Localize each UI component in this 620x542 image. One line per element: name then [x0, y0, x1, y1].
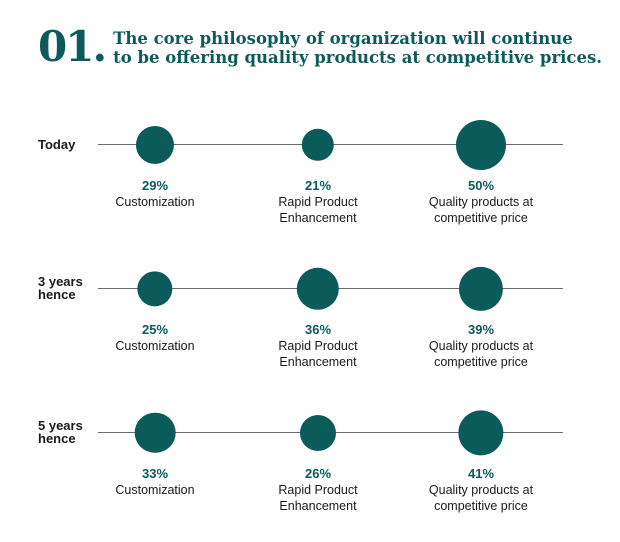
category-label: Customization — [80, 195, 230, 211]
bubble — [137, 270, 173, 307]
data-label: 29% Customization — [80, 178, 230, 211]
percent-label: 26% — [304, 466, 332, 481]
data-label: 50% Quality products at competitive price — [406, 178, 556, 226]
category-label-line: Enhancement — [279, 354, 357, 369]
category-label-line: Customization — [115, 195, 195, 209]
category-label-line: Quality products at — [428, 339, 534, 353]
row-label-line: 3 years — [38, 274, 83, 289]
category-label-line: Rapid Product — [278, 195, 358, 209]
category-label-line: Quality products at — [428, 483, 534, 497]
data-label: 33% Customization — [80, 466, 230, 499]
data-label: 21% Rapid Product Enhancement — [243, 178, 393, 226]
percent-label: 21% — [304, 178, 332, 193]
row-label-line: 5 years — [38, 418, 83, 433]
category-label: Customization — [80, 483, 230, 499]
bubble — [456, 119, 506, 170]
percent-label: 39% — [467, 322, 495, 337]
category-label: Quality products at competitive price — [406, 339, 556, 370]
category-label: Quality products at competitive price — [406, 195, 556, 226]
category-label-line: competitive price — [434, 354, 528, 369]
percent-label: 33% — [141, 466, 169, 481]
data-label: 25% Customization — [80, 322, 230, 355]
row-label-line: hence — [38, 431, 76, 446]
header: 01. The core philosophy of organization … — [38, 26, 602, 68]
percent-label: 29% — [141, 178, 169, 193]
category-label: Rapid Product Enhancement — [243, 483, 393, 514]
row-label-line: Today — [38, 136, 76, 152]
headline-line-1: The core philosophy of organization will… — [113, 29, 573, 48]
category-label-line: competitive price — [434, 498, 528, 513]
category-label: Customization — [80, 339, 230, 355]
row-label: Today — [38, 138, 75, 151]
data-label: 39% Quality products at competitive price — [406, 322, 556, 370]
bubble — [299, 414, 337, 451]
category-label-line: Rapid Product — [278, 483, 358, 497]
percent-label: 41% — [467, 466, 495, 481]
category-label: Rapid Product Enhancement — [243, 339, 393, 370]
percent-label: 25% — [141, 322, 169, 337]
bubble — [135, 125, 175, 164]
row-2: 3 years hence 25% Customization 36% Rapid Pro… — [0, 224, 620, 369]
data-label: 41% Quality products at competitive price — [406, 466, 556, 514]
bubble — [134, 412, 176, 453]
headline: The core philosophy of organization will… — [113, 29, 602, 67]
percent-label: 36% — [304, 322, 332, 337]
bubble — [458, 409, 504, 456]
row-label: 3 years hence — [38, 275, 83, 301]
percent-label: 50% — [467, 178, 495, 193]
row-label-line: hence — [38, 287, 76, 302]
row-1: Today 29% Customization 21% Rapid Product Enh… — [0, 80, 620, 225]
category-label-line: competitive price — [434, 210, 528, 225]
row-label: 5 years hence — [38, 419, 83, 445]
category-label-line: Quality products at — [428, 195, 534, 209]
category-label: Rapid Product Enhancement — [243, 195, 393, 226]
data-label: 26% Rapid Product Enhancement — [243, 466, 393, 514]
category-label-line: Customization — [115, 483, 195, 497]
row-3: 5 years hence 33% Customization 26% Rapid Pro… — [0, 368, 620, 513]
headline-line-2: to be offering quality products at compe… — [113, 48, 602, 67]
data-label: 36% Rapid Product Enhancement — [243, 322, 393, 370]
bubble — [458, 266, 504, 311]
category-label: Quality products at competitive price — [406, 483, 556, 514]
category-label-line: Rapid Product — [278, 339, 358, 353]
category-label-line: Enhancement — [279, 210, 357, 225]
category-label-line: Customization — [115, 339, 195, 353]
section-number: 01. — [38, 22, 107, 71]
bubble — [296, 267, 340, 310]
bubble — [301, 128, 335, 161]
category-label-line: Enhancement — [279, 498, 357, 513]
